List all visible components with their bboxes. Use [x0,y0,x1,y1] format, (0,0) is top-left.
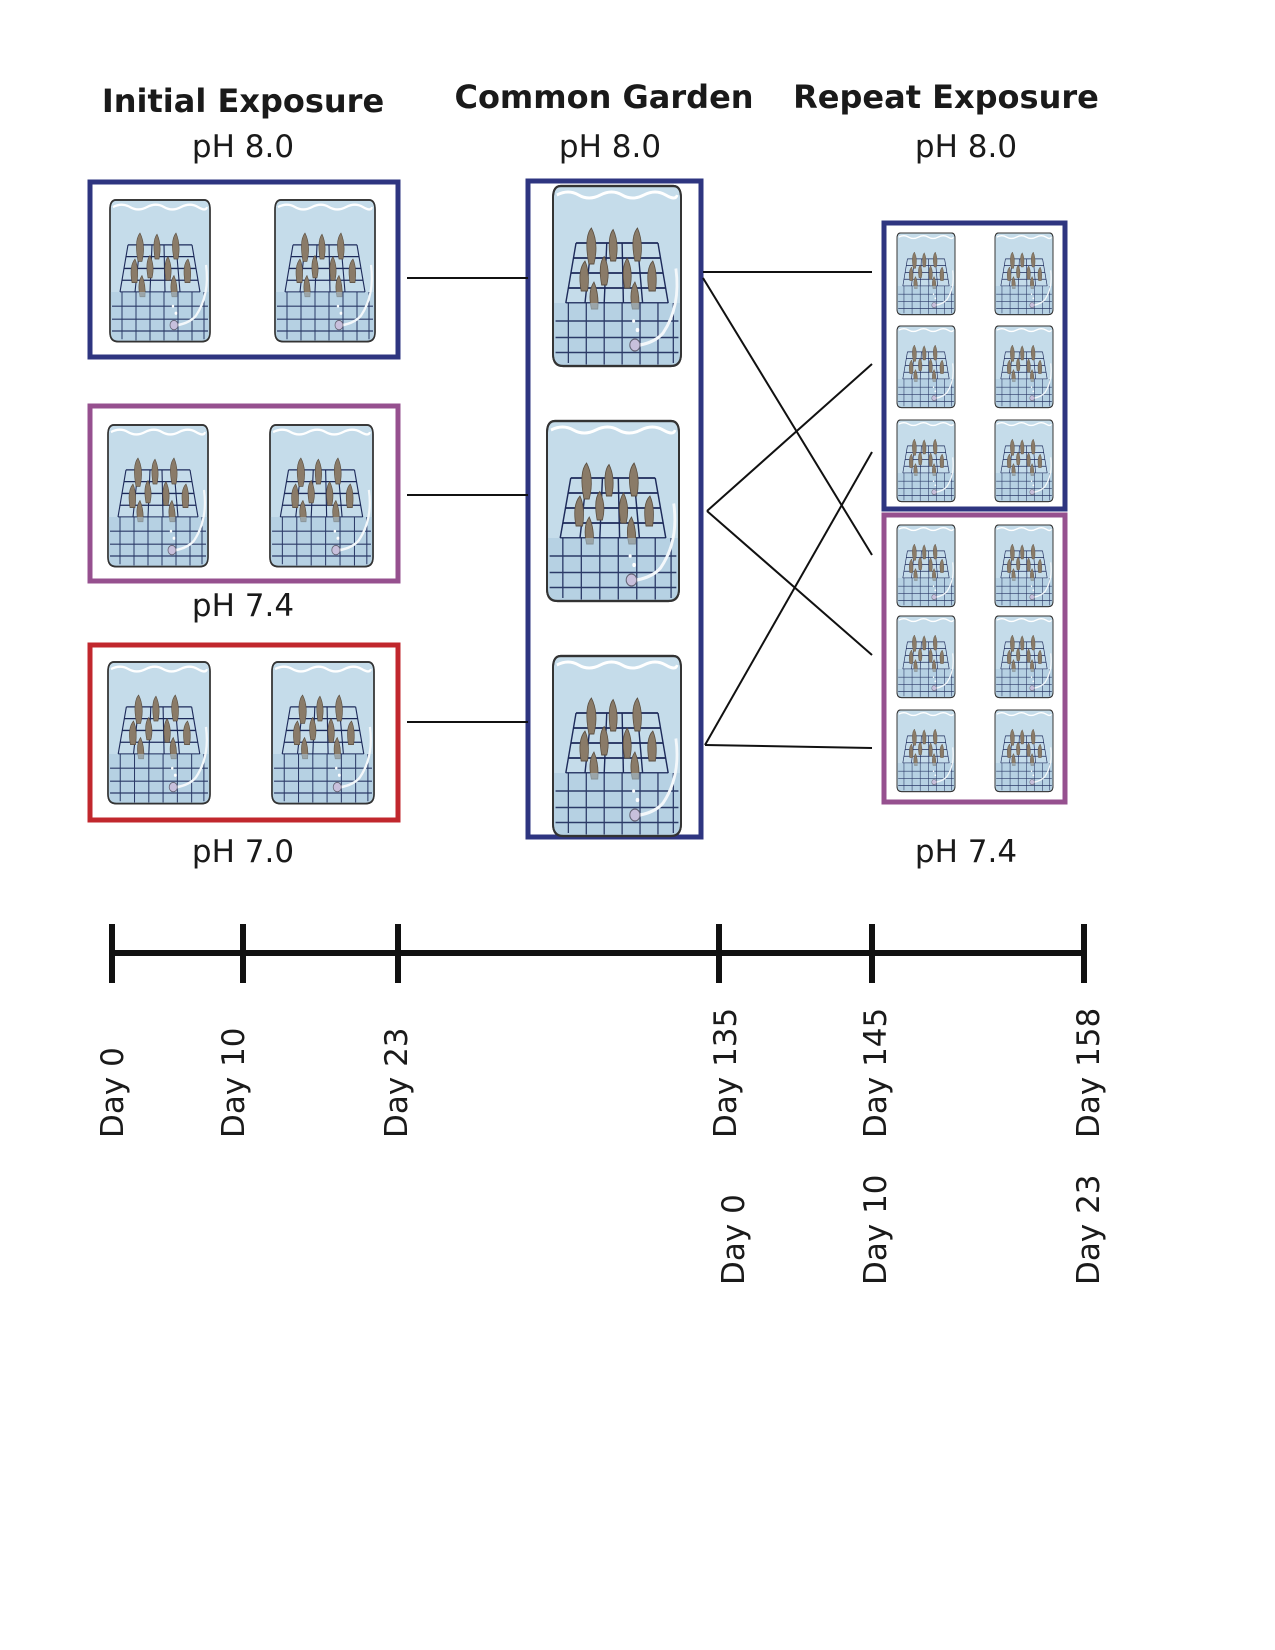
header-repeat-exposure: Repeat Exposure [793,78,1099,116]
oyster-tank-icon [896,232,956,316]
repeat-group-ph-8-0 [881,220,1068,512]
initial-group-ph-7-4 [87,403,401,584]
oyster-tank-icon [994,232,1054,316]
repeat-day-label-0: Day 0 [716,1194,752,1285]
day-labels: Day 0 Day 10 Day 23 Day 135 Day 145 Day … [95,1008,1107,1285]
oyster-tank-icon [106,423,210,568]
oyster-tank-icon [545,419,681,603]
day-label-158: Day 158 [1071,1008,1107,1138]
connectors-common-to-repeat [702,271,873,749]
oyster-tank-icon [551,184,683,368]
oyster-tank-icon [108,198,212,343]
ph-label-common: pH 8.0 [559,129,661,165]
header-common-garden: Common Garden [454,78,753,116]
day-label-135: Day 135 [708,1008,744,1138]
oyster-tank-icon [273,198,377,343]
day-label-10: Day 10 [216,1027,252,1138]
timeline [109,924,1087,983]
ph-label-initial-mid: pH 7.4 [192,588,294,624]
repeat-group-ph-7-4 [881,512,1068,805]
day-label-145: Day 145 [858,1008,894,1138]
oyster-tank-icon [994,419,1054,503]
oyster-tank-icon [551,654,683,838]
oyster-tank-icon [896,709,956,793]
oyster-tank-icon [994,524,1054,608]
oyster-tank-icon [106,660,212,805]
oyster-tank-icon [994,325,1054,409]
oyster-tank-icon [896,524,956,608]
initial-group-ph-7-0 [87,642,401,823]
initial-group-ph-8-0 [87,179,401,360]
oyster-tank-icon [896,615,956,699]
common-garden-group [525,178,704,840]
oyster-tank-icon [270,660,376,805]
oyster-tank-icon [896,419,956,503]
oyster-tank-icon [268,423,375,568]
repeat-day-label-10: Day 10 [858,1174,894,1285]
header-initial-exposure: Initial Exposure [102,82,384,120]
day-label-0: Day 0 [95,1047,131,1138]
day-label-23: Day 23 [379,1027,415,1138]
oyster-tank-icon [896,325,956,409]
ph-label-initial-top: pH 8.0 [192,129,294,165]
oyster-tank-icon [994,615,1054,699]
ph-label-repeat-bottom: pH 7.4 [915,834,1017,870]
repeat-day-label-23: Day 23 [1071,1174,1107,1285]
connectors-initial-to-common [407,277,528,723]
ph-label-initial-bottom: pH 7.0 [192,834,294,870]
oyster-tank-icon [994,709,1054,793]
ph-label-repeat-top: pH 8.0 [915,129,1017,165]
